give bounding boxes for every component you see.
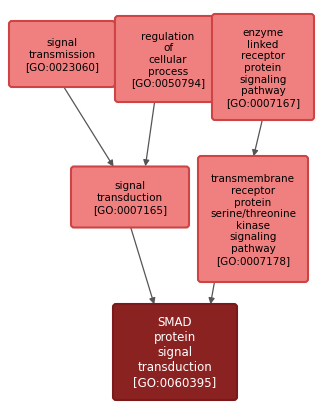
Text: transmembrane
receptor
protein
serine/threonine
kinase
signaling
pathway
[GO:000: transmembrane receptor protein serine/th… [210,174,296,265]
FancyBboxPatch shape [115,17,221,103]
Text: signal
transduction
[GO:0007165]: signal transduction [GO:0007165] [93,181,167,214]
FancyBboxPatch shape [212,15,314,121]
FancyBboxPatch shape [71,167,189,228]
FancyBboxPatch shape [198,157,308,282]
Text: enzyme
linked
receptor
protein
signaling
pathway
[GO:0007167]: enzyme linked receptor protein signaling… [226,28,300,107]
Text: regulation
of
cellular
process
[GO:0050794]: regulation of cellular process [GO:00507… [131,32,205,88]
Text: signal
transmission
[GO:0023060]: signal transmission [GO:0023060] [25,38,99,71]
Text: SMAD
protein
signal
transduction
[GO:0060395]: SMAD protein signal transduction [GO:006… [133,316,217,389]
FancyBboxPatch shape [113,304,237,400]
FancyBboxPatch shape [9,22,115,88]
